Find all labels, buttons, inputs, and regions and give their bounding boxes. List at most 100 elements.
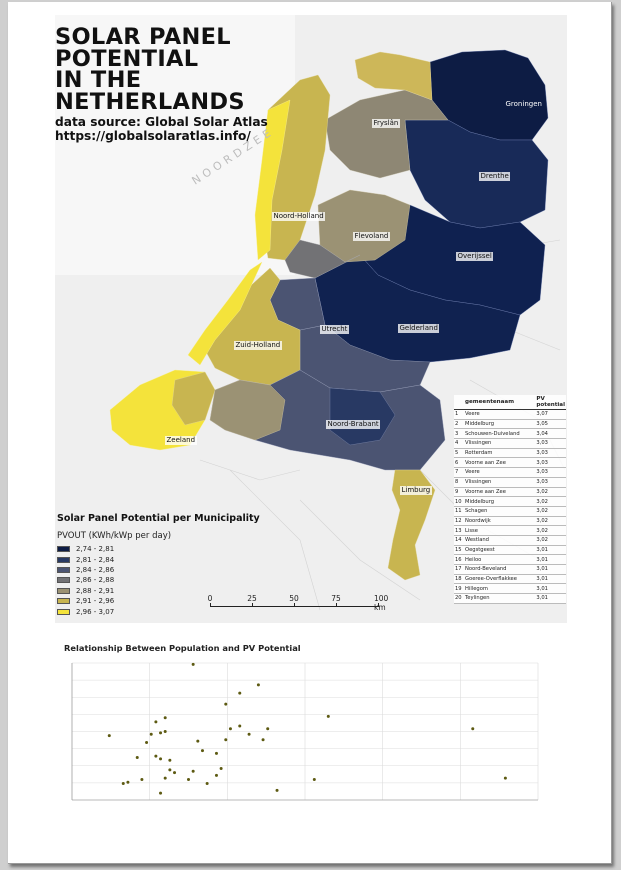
table-cell-name: Noord-Beveland [464, 564, 536, 575]
table-cell-value: 3,01 [535, 564, 566, 575]
data-point [154, 754, 158, 758]
legend-label: 2,86 - 2,88 [76, 576, 115, 585]
legend-unit: PVOUT (KWh/kWp per day) [57, 531, 172, 541]
scale-tick-75 [336, 603, 337, 607]
table-cell-value: 3,01 [535, 574, 566, 585]
data-point [173, 771, 177, 775]
scale-label-50: 50 [289, 594, 299, 603]
data-point [163, 730, 167, 733]
table-cell-rank: 7 [454, 467, 464, 478]
pv-ranking-table: gemeentenaam PV potential 1 Veere 3,07 2 Mid… [454, 395, 566, 604]
table-row: 15 Oegstgeest 3,01 [454, 545, 566, 556]
province-label-drenthe: Drenthe [479, 172, 511, 181]
region-noord-holland-coast [254, 99, 291, 261]
map-title: SOLAR PANEL POTENTIAL IN THE NETHERLANDS [55, 24, 295, 113]
table-cell-value: 3,03 [535, 467, 566, 478]
data-point [159, 757, 163, 761]
data-point [219, 766, 223, 770]
data-source-line: data source: Global Solar Atlas [55, 115, 268, 129]
province-label-zeeland: Zeeland [165, 436, 197, 445]
data-point [159, 731, 163, 735]
data-point [256, 683, 260, 687]
map-title-line-2: POTENTIAL [55, 45, 199, 72]
province-label-noord-brabant: Noord-Brabant [326, 420, 381, 429]
legend-label: 2,81 - 2,84 [76, 555, 115, 564]
legend-swatch [57, 556, 70, 563]
legend-swatch [57, 546, 70, 553]
legend-label: 2,91 - 2,96 [76, 597, 115, 606]
table-cell-value: 3,03 [535, 438, 566, 449]
data-point [205, 782, 209, 786]
data-point [238, 691, 242, 695]
data-point [261, 738, 265, 742]
table-cell-rank: 8 [454, 477, 464, 488]
data-point [247, 732, 251, 736]
scatter-chart [71, 662, 539, 801]
region-fryslan-islands [354, 51, 433, 101]
table-cell-name: Lisse [464, 525, 536, 536]
legend-class-2: 2,84 - 2,86 [57, 565, 260, 575]
table-row: 5 Rotterdam 3,03 [454, 448, 566, 459]
data-point [224, 702, 228, 706]
data-point [140, 777, 144, 781]
table-cell-rank: 15 [454, 545, 464, 556]
data-point [154, 720, 158, 724]
data-point [107, 734, 111, 738]
table-cell-rank: 13 [454, 525, 464, 536]
province-label-flevoland: Flevoland [353, 232, 390, 241]
data-point [228, 727, 232, 731]
province-label-utrecht: Utrecht [320, 325, 349, 334]
region-noord-brabant-west [209, 379, 286, 441]
table-row: 14 Westland 3,02 [454, 535, 566, 546]
table-row: 7 Veere 3,03 [454, 467, 566, 478]
table-row: 2 Middelburg 3,05 [454, 419, 566, 430]
table-row: 12 Noordwijk 3,02 [454, 516, 566, 527]
province-label-fryslan: Fryslân [372, 119, 400, 128]
table-cell-value: 3,05 [535, 419, 566, 430]
data-point [159, 791, 163, 795]
province-label-overijssel: Overijssel [456, 252, 494, 261]
table-cell-value: 3,04 [535, 428, 566, 440]
legend-title: Solar Panel Potential per Municipality [57, 513, 260, 524]
table-cell-value: 3,02 [535, 525, 566, 536]
table-header-row: gemeentenaam PV potential [454, 395, 566, 410]
data-point [187, 777, 190, 781]
table-cell-rank: 6 [454, 457, 464, 469]
table-cell-rank: 9 [454, 487, 464, 498]
table-cell-name: Westland [464, 535, 536, 546]
data-source-url[interactable]: https://globalsolaratlas.info/ [55, 129, 251, 143]
table-row: 6 Voorne aan Zee 3,03 [454, 457, 566, 469]
scale-tick-0 [210, 603, 211, 607]
region-zuid-holland-coast [187, 261, 263, 366]
data-point [168, 768, 172, 772]
table-row: 8 Vlissingen 3,03 [454, 477, 566, 488]
legend-class-3: 2,86 - 2,88 [57, 575, 260, 585]
legend-class-6: 2,96 - 3,07 [57, 606, 260, 616]
table-row: 16 Heiloo 3,01 [454, 554, 566, 565]
data-point [214, 751, 218, 755]
data-point [224, 738, 228, 742]
legend-class-1: 2,81 - 2,84 [57, 554, 260, 564]
table-cell-value: 3,01 [535, 554, 566, 565]
map-title-line-1: SOLAR PANEL [55, 24, 231, 50]
legend-swatch [57, 608, 70, 615]
table-cell-name: Goeree-Overflakkee [464, 574, 536, 585]
data-point [163, 776, 167, 780]
data-source: data source: Global Solar Atlas https://… [55, 115, 315, 143]
table-cell-value: 3,02 [535, 506, 566, 517]
table-row: 18 Goeree-Overflakkee 3,01 [454, 574, 566, 585]
table-header-value: PV potential [535, 395, 566, 410]
legend-class-5: 2,91 - 2,96 [57, 596, 260, 606]
data-point [200, 749, 204, 753]
table-cell-name: Middelburg [464, 496, 536, 507]
region-fryslan [324, 89, 449, 179]
data-point [275, 788, 279, 792]
table-cell-value: 3,07 [535, 409, 566, 420]
scale-label-25: 25 [247, 594, 257, 603]
table-cell-name: Schouwen-Duiveland [464, 428, 536, 440]
table-cell-name: Rotterdam [464, 448, 536, 459]
scale-tick-100 [378, 603, 379, 607]
table-row: 11 Schagen 3,02 [454, 506, 566, 517]
data-point [196, 739, 200, 743]
table-cell-rank: 3 [454, 428, 464, 440]
